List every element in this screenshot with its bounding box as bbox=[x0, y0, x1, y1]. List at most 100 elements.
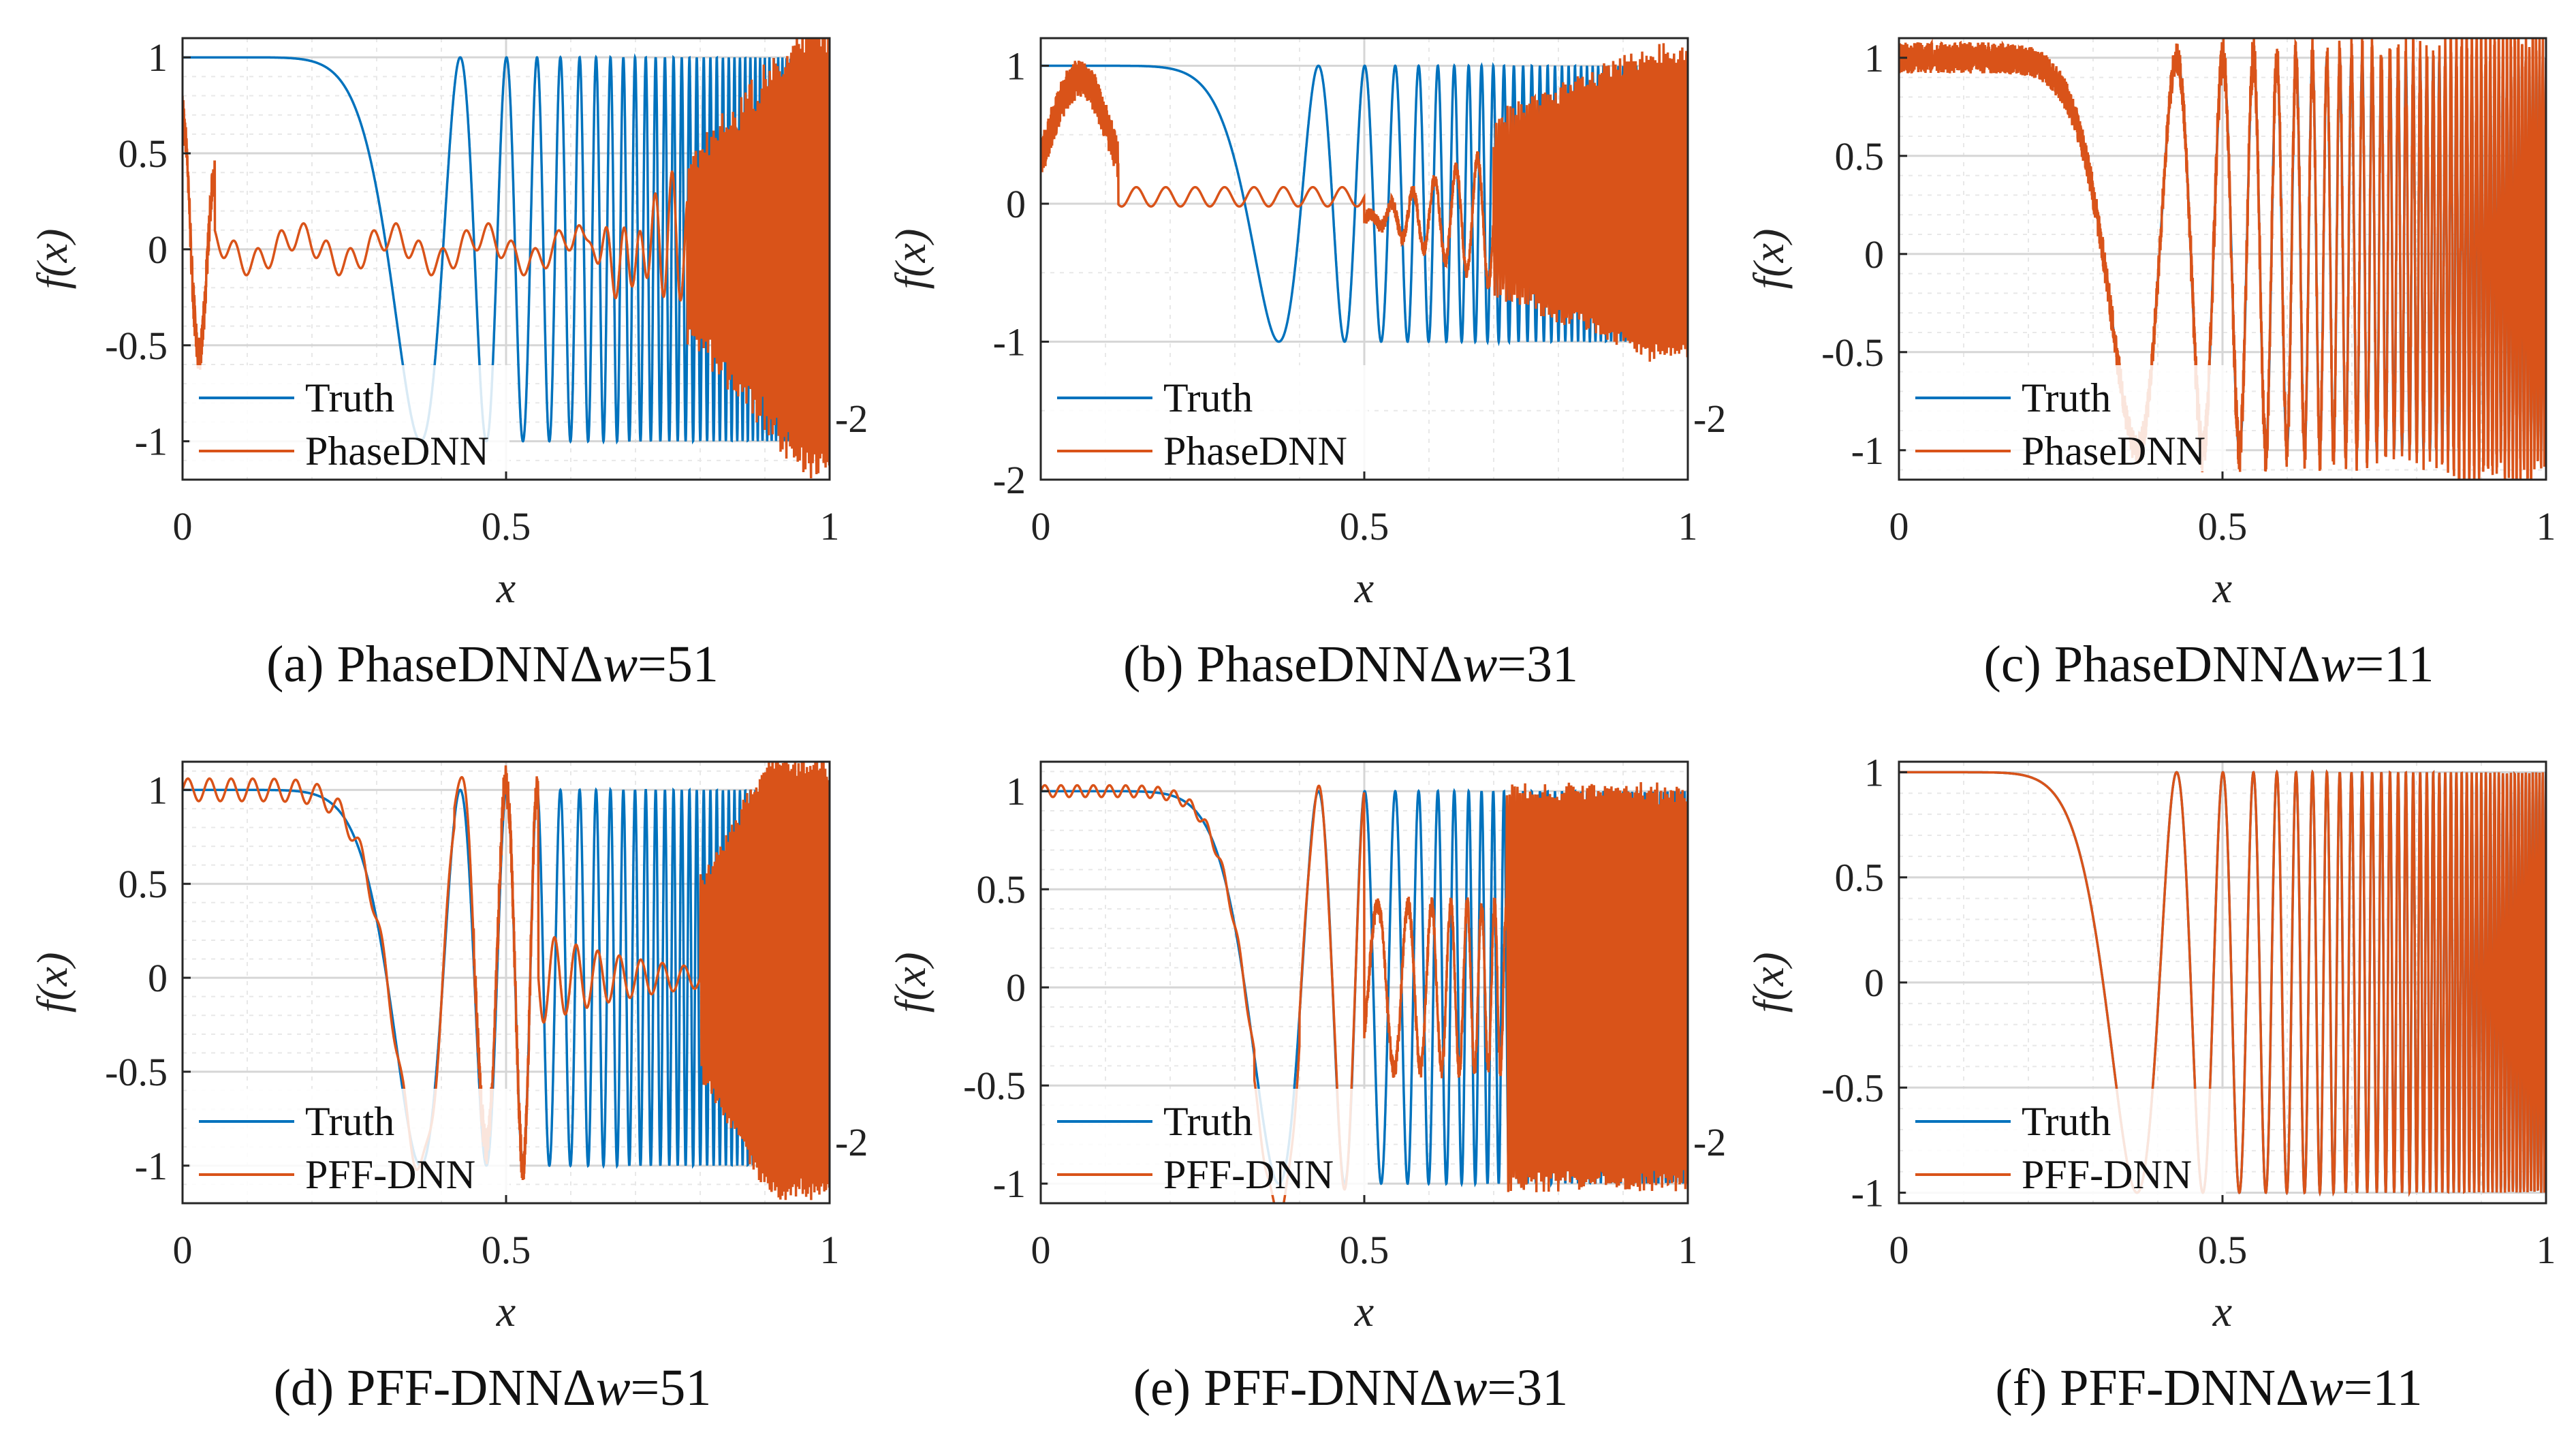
caption-part: Δ bbox=[563, 1359, 596, 1416]
x-tick-label: 1 bbox=[820, 504, 840, 548]
legend-label: PFF-DNN bbox=[1163, 1152, 1334, 1197]
caption-part: (c) bbox=[1984, 636, 2054, 693]
legend-background bbox=[189, 1089, 509, 1195]
legend: Truth PFF-DNN bbox=[189, 1089, 509, 1197]
caption-part: w bbox=[1462, 636, 1497, 693]
legend: Truth PFF-DNN bbox=[1906, 1089, 2226, 1197]
caption-part: w bbox=[603, 636, 638, 693]
x-axis-label: x bbox=[496, 1287, 516, 1335]
legend-label: Truth bbox=[1163, 1099, 1253, 1144]
legend: Truth PhaseDNN bbox=[189, 365, 509, 474]
legend-background bbox=[1048, 1089, 1368, 1195]
subfigure-caption: (b) PhaseDNNΔw=31 bbox=[1123, 636, 1578, 693]
legend-label: PhaseDNN bbox=[305, 429, 489, 474]
y-tick-label: -1 bbox=[993, 1162, 1026, 1206]
legend-label: Truth bbox=[2022, 1099, 2111, 1144]
y-tick-label: 0.5 bbox=[1835, 134, 1885, 179]
y-axis-label: f(x) bbox=[1744, 229, 1793, 290]
x-tick-label: 0 bbox=[173, 1228, 193, 1272]
y-tick-label: 1 bbox=[1864, 36, 1884, 80]
y-axis-label: f(x) bbox=[28, 952, 76, 1013]
series-group bbox=[183, 762, 830, 1200]
legend: Truth PFF-DNN bbox=[1048, 1089, 1368, 1197]
caption-part: =31 bbox=[1497, 636, 1578, 693]
x-tick-label: 0 bbox=[1889, 504, 1909, 548]
subfigure-caption: (a) PhaseDNNΔw=51 bbox=[266, 636, 719, 693]
extra-axis-label: -2 bbox=[835, 1120, 868, 1164]
series-group bbox=[1041, 781, 1688, 1203]
caption-part: PhaseDNN bbox=[2054, 636, 2287, 693]
legend: Truth PhaseDNN bbox=[1906, 365, 2226, 474]
legend-background bbox=[1048, 365, 1368, 471]
caption-part: w bbox=[596, 1359, 631, 1416]
legend-background bbox=[189, 365, 509, 471]
caption-part: =51 bbox=[638, 636, 719, 693]
legend-label: PhaseDNN bbox=[2022, 429, 2205, 474]
caption-part: Δ bbox=[2276, 1359, 2309, 1416]
x-tick-label: 1 bbox=[2536, 1228, 2556, 1272]
legend-background bbox=[1906, 365, 2226, 471]
caption-part: =31 bbox=[1487, 1359, 1568, 1416]
y-tick-label: -1 bbox=[135, 1144, 168, 1188]
y-tick-label: -0.5 bbox=[963, 1064, 1026, 1108]
y-tick-label: 0 bbox=[148, 956, 168, 1000]
y-tick-label: 0 bbox=[1864, 232, 1884, 277]
caption-part: (a) bbox=[266, 636, 336, 693]
caption-part: (f) bbox=[1995, 1359, 2060, 1416]
y-axis-label: f(x) bbox=[886, 952, 934, 1013]
y-tick-label: 0.5 bbox=[119, 862, 168, 906]
x-axis-label: x bbox=[1354, 1287, 1374, 1335]
x-tick-label: 0.5 bbox=[1340, 504, 1389, 548]
extra-axis-label: -2 bbox=[1693, 1120, 1726, 1164]
x-tick-label: 0.5 bbox=[482, 1228, 531, 1272]
y-tick-label: 0 bbox=[1864, 961, 1884, 1005]
y-axis-label: f(x) bbox=[886, 229, 934, 290]
legend-background bbox=[1906, 1089, 2226, 1195]
y-tick-label: -0.5 bbox=[105, 324, 168, 368]
caption-part: (e) bbox=[1133, 1359, 1204, 1416]
y-tick-label: 0 bbox=[1006, 965, 1026, 1010]
y-tick-label: -0.5 bbox=[1821, 1066, 1884, 1110]
x-tick-label: 0 bbox=[1889, 1228, 1909, 1272]
legend-label: PFF-DNN bbox=[305, 1152, 475, 1197]
x-tick-label: 0 bbox=[173, 504, 193, 548]
legend: Truth PhaseDNN bbox=[1048, 365, 1368, 474]
y-tick-label: -1 bbox=[135, 420, 168, 464]
x-tick-label: 0.5 bbox=[1340, 1228, 1389, 1272]
x-axis-label: x bbox=[2212, 563, 2232, 612]
caption-part: Δ bbox=[2287, 636, 2321, 693]
y-tick-label: 0 bbox=[1006, 182, 1026, 226]
y-tick-label: 1 bbox=[1864, 750, 1884, 794]
y-tick-label: 1 bbox=[1006, 769, 1026, 814]
y-tick-label: 0.5 bbox=[119, 131, 168, 176]
y-tick-label: 1 bbox=[1006, 44, 1026, 89]
caption-part: w bbox=[2321, 636, 2355, 693]
y-tick-label: -1 bbox=[1851, 1171, 1884, 1215]
subfigure-caption: (f) PFF-DNNΔw=11 bbox=[1995, 1359, 2422, 1416]
legend-label: PhaseDNN bbox=[1163, 429, 1347, 474]
caption-part: PFF-DNN bbox=[1204, 1359, 1419, 1416]
y-tick-label: 1 bbox=[148, 35, 168, 80]
series-line-phasednn bbox=[1899, 38, 2546, 480]
caption-part: =11 bbox=[2355, 636, 2434, 693]
series-line-phasednn bbox=[1041, 43, 1688, 362]
x-tick-label: 0.5 bbox=[482, 504, 531, 548]
x-tick-label: 0.5 bbox=[2198, 1228, 2248, 1272]
x-tick-label: 1 bbox=[1678, 504, 1698, 548]
x-axis-label: x bbox=[1354, 563, 1374, 612]
caption-part: =11 bbox=[2344, 1359, 2423, 1416]
caption-part: PFF-DNN bbox=[347, 1359, 563, 1416]
caption-part: Δ bbox=[1430, 636, 1463, 693]
legend-label: Truth bbox=[1163, 375, 1253, 420]
caption-part: (b) bbox=[1123, 636, 1197, 693]
subfigure-caption: (e) PFF-DNNΔw=31 bbox=[1133, 1359, 1569, 1416]
series-line-pff-dnn bbox=[183, 762, 830, 1200]
y-tick-label: 0 bbox=[148, 228, 168, 272]
caption-part: w bbox=[2309, 1359, 2344, 1416]
x-tick-label: 0.5 bbox=[2198, 504, 2248, 548]
y-tick-label: 1 bbox=[148, 768, 168, 812]
